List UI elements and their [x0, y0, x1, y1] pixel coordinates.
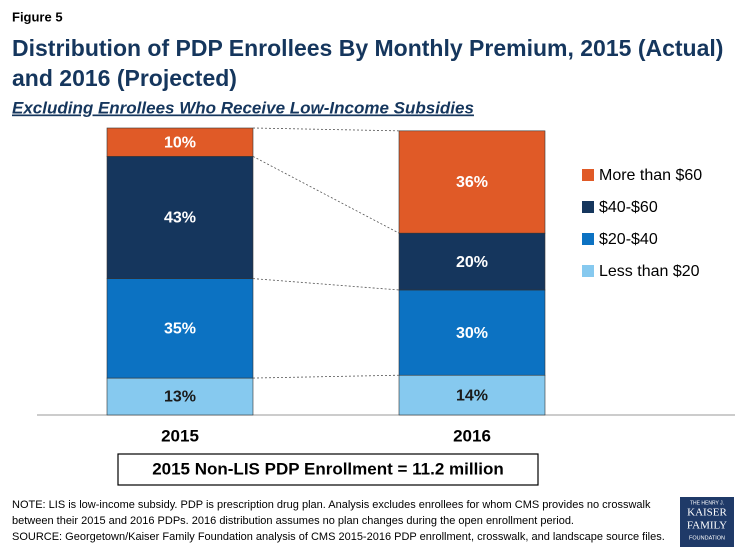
connector: [252, 374, 400, 379]
legend-label: Less than $20: [599, 263, 700, 280]
annotation-box: [117, 453, 539, 486]
data-label: 13%: [164, 389, 196, 406]
note: between their 2015 and 2016 PDPs. 2016 d…: [12, 515, 574, 527]
bar-segment: [106, 156, 254, 279]
chart-subtitle: Excluding Enrollees Who Receive Low-Inco…: [12, 98, 474, 117]
x-tick-label: 2015: [161, 426, 199, 445]
logo: [680, 497, 734, 547]
source: SOURCE: Georgetown/Kaiser Family Foundat…: [12, 531, 665, 543]
data-label: 10%: [164, 134, 196, 151]
x-tick-label: 2016: [453, 426, 491, 445]
legend-swatch: [582, 201, 594, 213]
bar-segment: [398, 289, 546, 376]
data-label: 43%: [164, 210, 196, 227]
bar-segment: [106, 377, 254, 416]
connector: [252, 127, 400, 132]
note: NOTE: LIS is low-income subsidy. PDP is …: [12, 499, 651, 511]
connector: [252, 156, 400, 234]
logo-text: FAMILY: [687, 520, 727, 532]
bar-segment: [398, 374, 546, 416]
data-label: 35%: [164, 321, 196, 338]
bar-segment: [398, 232, 546, 291]
connector: [252, 278, 400, 291]
legend-label: $40-$60: [599, 199, 658, 216]
legend-label: More than $60: [599, 167, 702, 184]
bar-segment: [106, 278, 254, 379]
bar-segment: [106, 127, 254, 157]
chart-title: and 2016 (Projected): [12, 65, 237, 91]
data-label: 14%: [456, 387, 488, 404]
data-label: 20%: [456, 254, 488, 271]
annotation: 2015 Non-LIS PDP Enrollment = 11.2 milli…: [152, 459, 504, 478]
logo-text: KAISER: [687, 507, 727, 519]
legend-swatch: [582, 169, 594, 181]
chart-title: Distribution of PDP Enrollees By Monthly…: [12, 35, 723, 61]
legend-swatch: [582, 265, 594, 277]
legend-label: $20-$40: [599, 231, 658, 248]
data-label: 30%: [456, 325, 488, 342]
data-label: 36%: [456, 174, 488, 191]
logo-text: THE HENRY J.: [690, 500, 724, 506]
figure-label: Figure 5: [12, 9, 63, 24]
bar-segment: [398, 130, 546, 234]
legend-swatch: [582, 233, 594, 245]
logo-text: FOUNDATION: [689, 535, 725, 541]
